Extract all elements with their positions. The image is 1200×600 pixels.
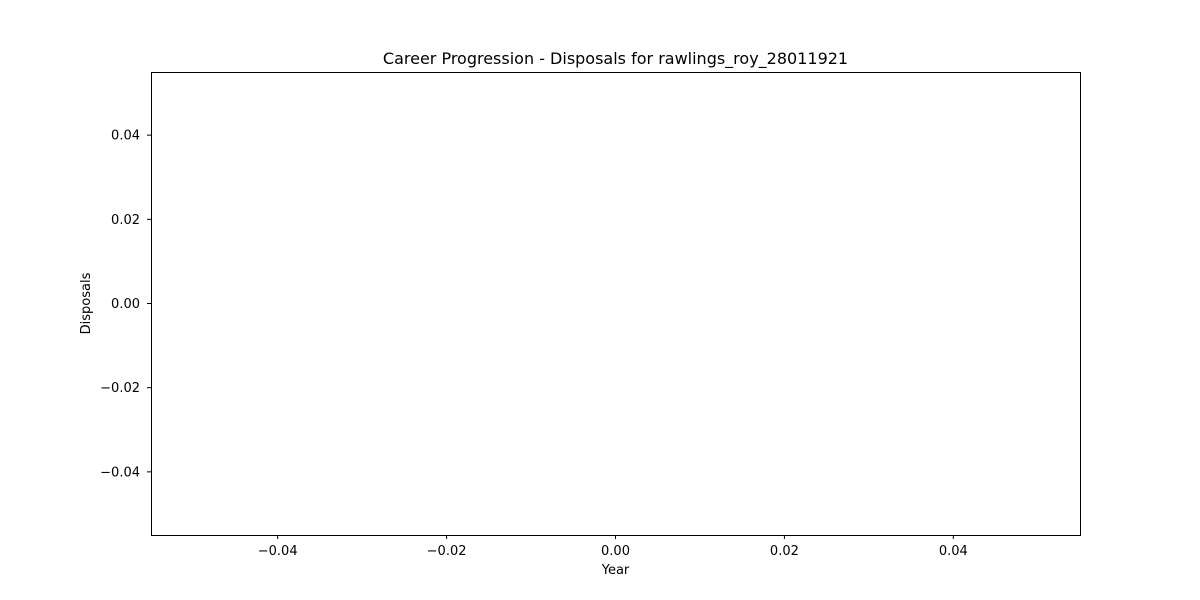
- plot-area: [151, 72, 1080, 535]
- x-tick-label: −0.02: [427, 544, 467, 559]
- x-axis-ticks: −0.04 −0.02 0.00 0.02 0.04: [258, 535, 968, 559]
- x-tick-label: −0.04: [258, 544, 298, 559]
- plot-frame: [151, 72, 1081, 536]
- y-tick-label: 0.02: [111, 213, 140, 228]
- x-tick-label: 0.02: [770, 544, 799, 559]
- y-tick-label: 0.04: [111, 129, 140, 144]
- y-tick-label: 0.00: [111, 297, 140, 312]
- y-tick-label: −0.04: [100, 465, 140, 480]
- chart-title: Career Progression - Disposals for rawli…: [383, 49, 848, 69]
- x-tick-label: 0.04: [939, 544, 968, 559]
- x-axis-label: Year: [601, 563, 630, 578]
- y-axis-label: Disposals: [79, 272, 94, 334]
- x-tick-label: 0.00: [601, 544, 630, 559]
- y-axis-ticks: −0.04 −0.02 0.00 0.02 0.04: [100, 129, 151, 480]
- y-tick-label: −0.02: [100, 381, 140, 396]
